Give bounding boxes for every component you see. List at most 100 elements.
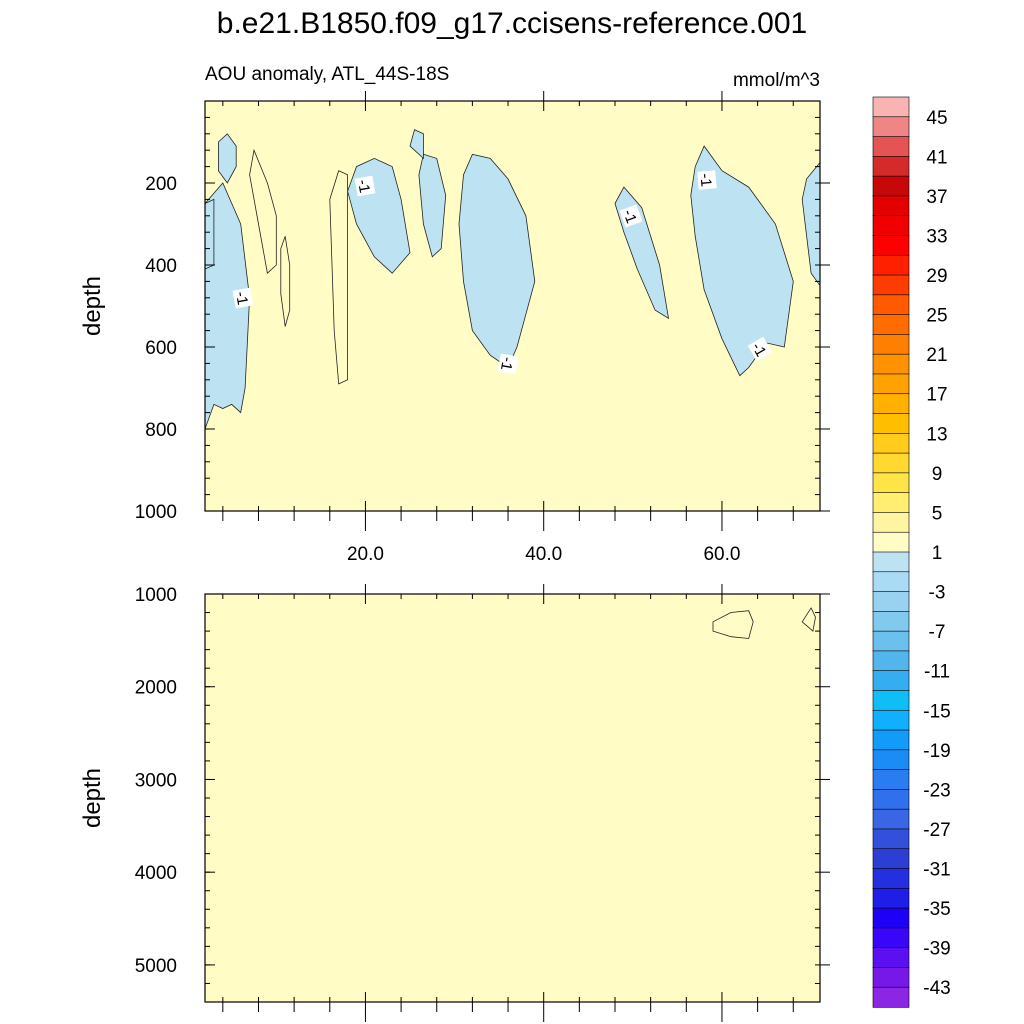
contour-label: -1 bbox=[232, 287, 254, 309]
upper-panel-frame bbox=[204, 100, 821, 512]
colorbar-label: -15 bbox=[923, 701, 950, 722]
colorbar-label: -27 bbox=[923, 820, 950, 841]
colorbar-swatch bbox=[872, 472, 910, 494]
svg-text:-1: -1 bbox=[619, 207, 640, 225]
colorbar-label: -23 bbox=[923, 780, 950, 801]
colorbar-swatch bbox=[872, 353, 910, 375]
contour-label: -1 bbox=[747, 336, 773, 362]
contour-region bbox=[205, 198, 215, 270]
colorbar-label: 17 bbox=[926, 385, 947, 406]
colorbar-swatch bbox=[872, 393, 910, 415]
colorbar-swatch bbox=[872, 215, 910, 237]
colorbar-swatch bbox=[872, 947, 910, 969]
y-tick-label: 200 bbox=[145, 174, 177, 195]
colorbar-swatch bbox=[872, 314, 910, 336]
colorbar-label: 21 bbox=[926, 345, 947, 366]
colorbar-swatch bbox=[872, 670, 910, 692]
svg-text:-1: -1 bbox=[354, 178, 373, 194]
colorbar-swatch bbox=[872, 334, 910, 355]
contour-label: -1 bbox=[696, 170, 717, 190]
colorbar-swatch bbox=[872, 709, 910, 731]
colorbar-swatch bbox=[872, 492, 910, 514]
colorbar-swatch bbox=[872, 551, 910, 573]
contour-region bbox=[205, 182, 251, 430]
colorbar-swatch bbox=[872, 887, 910, 909]
colorbar-label: -39 bbox=[923, 939, 950, 960]
colorbar-label: 1 bbox=[932, 543, 943, 564]
colorbar-swatch bbox=[872, 294, 910, 316]
contour-region bbox=[280, 236, 291, 327]
colorbar-label: -43 bbox=[923, 978, 950, 999]
colorbar-label: 25 bbox=[926, 306, 947, 327]
colorbar-label: 29 bbox=[926, 266, 947, 287]
colorbar-swatch bbox=[872, 749, 910, 771]
colorbar-swatch bbox=[872, 373, 910, 395]
colorbar-label: -35 bbox=[923, 899, 950, 920]
colorbar-swatch bbox=[872, 848, 910, 870]
colorbar: 45 41 37 33 29 25 21 17 13 9 5 1 -3 -7 -11 -15 -19 -23 -27… bbox=[872, 96, 951, 1008]
svg-text:-1: -1 bbox=[497, 356, 516, 372]
colorbar-label: 5 bbox=[932, 503, 943, 524]
colorbar-swatch bbox=[872, 967, 910, 988]
contour-region bbox=[418, 153, 447, 258]
upper-panel-ticks: 200 400 600 800 1000 20.0 40.0 60.0 bbox=[135, 91, 830, 565]
colorbar-swatch bbox=[872, 96, 910, 118]
svg-text:-1: -1 bbox=[696, 173, 714, 188]
x-tick-label: 40.0 bbox=[525, 544, 562, 565]
colorbar-swatch bbox=[872, 611, 910, 632]
y-tick-label: 5000 bbox=[135, 956, 177, 977]
colorbar-label: 33 bbox=[926, 227, 947, 248]
colorbar-swatch bbox=[872, 432, 910, 454]
colorbar-swatch bbox=[872, 769, 910, 791]
colorbar-swatch bbox=[872, 413, 910, 434]
contour-region bbox=[801, 161, 820, 287]
variable-label: AOU anomaly, ATL_44S-18S bbox=[205, 64, 449, 85]
colorbar-swatch bbox=[872, 571, 910, 593]
colorbar-label: 13 bbox=[926, 424, 947, 445]
colorbar-swatch bbox=[872, 630, 910, 652]
colorbar-swatch bbox=[872, 136, 910, 158]
colorbar-label: -19 bbox=[923, 741, 950, 762]
colorbar-swatch bbox=[872, 868, 910, 890]
lower-panel: 1000 2000 3000 4000 5000 depth bbox=[79, 584, 830, 1022]
colorbar-swatch bbox=[872, 156, 910, 177]
colorbar-swatch bbox=[872, 828, 910, 850]
colorbar-swatch bbox=[872, 452, 910, 474]
colorbar-swatch bbox=[872, 235, 910, 256]
units-label: mmol/m^3 bbox=[733, 70, 820, 91]
colorbar-label: 9 bbox=[932, 464, 943, 485]
x-tick-label: 60.0 bbox=[703, 544, 740, 565]
lower-y-axis-label: depth bbox=[79, 768, 106, 828]
y-tick-label: 600 bbox=[145, 338, 177, 359]
y-tick-label: 2000 bbox=[135, 678, 177, 699]
colorbar-label: -3 bbox=[929, 583, 946, 604]
y-tick-label: 4000 bbox=[135, 863, 177, 884]
upper-panel: -1 -1 -1 -1 -1 -1 200 400 bbox=[79, 91, 830, 565]
x-tick-label: 20.0 bbox=[347, 544, 384, 565]
contour-region bbox=[801, 607, 816, 632]
contour-label: -1 bbox=[497, 353, 519, 375]
colorbar-swatch bbox=[872, 591, 910, 613]
colorbar-swatch bbox=[872, 195, 910, 217]
svg-text:-1: -1 bbox=[232, 290, 251, 306]
contour-region bbox=[329, 170, 349, 385]
colorbar-swatch bbox=[872, 729, 910, 751]
colorbar-label: -31 bbox=[923, 860, 950, 881]
y-tick-label: 3000 bbox=[135, 770, 177, 791]
y-tick-label: 1000 bbox=[135, 502, 177, 523]
colorbar-swatch bbox=[872, 808, 910, 830]
colorbar-label: 37 bbox=[926, 187, 947, 208]
colorbar-swatch bbox=[872, 274, 910, 296]
contour-label: -1 bbox=[354, 175, 376, 197]
colorbar-swatch bbox=[872, 927, 910, 949]
lower-panel-ticks: 1000 2000 3000 4000 5000 bbox=[135, 584, 830, 1022]
contour-region bbox=[712, 610, 754, 639]
colorbar-label: -11 bbox=[924, 662, 950, 683]
contour-label: -1 bbox=[619, 204, 643, 228]
colorbar-swatch bbox=[872, 690, 910, 711]
colorbar-label: -7 bbox=[929, 622, 946, 643]
upper-y-axis-label: depth bbox=[79, 276, 106, 336]
colorbar-swatch bbox=[872, 531, 910, 553]
contour-region bbox=[217, 133, 237, 184]
upper-panel-contour-labels: -1 -1 -1 -1 -1 -1 bbox=[232, 170, 773, 375]
